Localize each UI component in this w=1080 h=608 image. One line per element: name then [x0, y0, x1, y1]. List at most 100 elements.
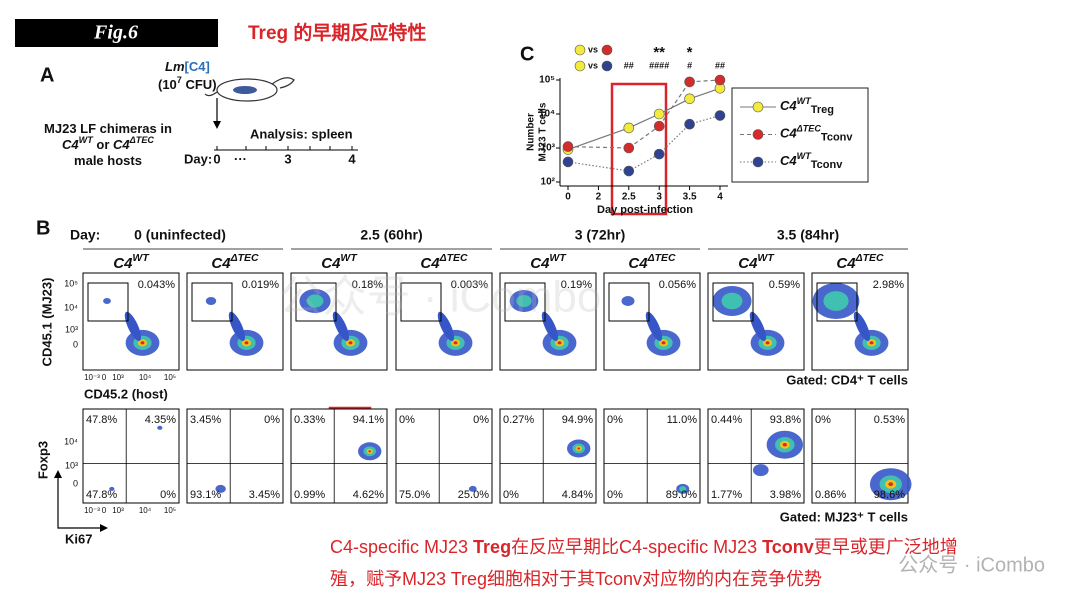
host-label-part: male hosts	[74, 153, 142, 168]
data-point	[562, 141, 574, 152]
genotype-label-part: WT	[132, 252, 150, 264]
flow-plot	[395, 272, 493, 371]
comparison-marker	[574, 44, 586, 56]
quadrant-percent: 0.27%	[503, 414, 534, 426]
cell-density	[721, 292, 743, 310]
arrowheads	[54, 470, 108, 532]
timepoint-label: 3.5 (84hr)	[777, 227, 839, 243]
quadrant-percent: 89.0%	[666, 489, 697, 501]
comparison-marker	[601, 44, 613, 56]
caption-line-part: 更早或更广泛地增	[814, 537, 958, 557]
cell-density	[661, 341, 666, 345]
series-line	[689, 87, 721, 100]
cell-density	[368, 450, 372, 453]
x-tick-label: 10⁵	[164, 506, 176, 515]
genotype-label-part: C4	[321, 255, 341, 272]
cell-density	[765, 341, 770, 345]
watermark: 公众号 · iCombo	[898, 553, 1045, 576]
genotype-label: C4WT	[321, 252, 358, 272]
figure-label: Fig.6	[93, 22, 138, 44]
caption-line: 殖，赋予MJ23 Treg细胞相对于其Tconv对应物的内在竞争优势	[330, 568, 822, 589]
x-tick-label: 4	[717, 192, 723, 203]
x-tick-label: 10³	[112, 506, 124, 515]
gate-percent: 0.056%	[659, 279, 697, 291]
y-axis-label: Number	[526, 113, 537, 151]
series-line	[567, 145, 629, 149]
series-line	[658, 81, 691, 127]
plot-frame	[82, 408, 180, 504]
legend-label: C4ΔTECTconv	[780, 124, 853, 144]
watermark: 公众号 · iCombo	[279, 273, 602, 322]
cell-density	[437, 311, 455, 342]
x-axis-label: Day post-infection	[597, 204, 693, 216]
x-axis-label: Ki67	[65, 531, 92, 546]
data-point	[714, 110, 726, 121]
infection-label: Lm[C4]	[165, 59, 210, 74]
gate	[712, 282, 754, 322]
cell-density	[157, 425, 163, 430]
legend-label-part: ΔTEC	[796, 124, 822, 134]
quadrant-percent: 47.8%	[86, 414, 117, 426]
comparison-label: vs	[588, 44, 598, 54]
quadrant-percent: 93.1%	[190, 489, 221, 501]
timeline-ticks	[216, 146, 353, 150]
legend-label-part: Tconv	[811, 159, 843, 171]
data-point	[684, 76, 695, 88]
gate-percent: 2.98%	[873, 279, 904, 291]
gate-percent: 0.18%	[352, 279, 383, 291]
legend-label-part: Treg	[811, 104, 834, 116]
quadrant-percent: 0%	[607, 414, 623, 426]
data-point	[684, 93, 695, 105]
data-point	[653, 148, 665, 160]
significance-mark: ##	[624, 60, 634, 70]
flow-plot	[811, 272, 909, 371]
y-tick-label: 10⁴	[64, 302, 78, 312]
highlight-box	[610, 82, 668, 216]
cell-density	[228, 311, 246, 342]
figure-label-box	[15, 19, 218, 47]
dose-label-part: CFU)	[182, 77, 217, 92]
host-label-part: C4	[113, 137, 130, 152]
infection-label-part: Lm	[165, 59, 185, 74]
data-point	[623, 122, 635, 134]
caption-line: C4-specific MJ23 Treg在反应早期比C4-specific M…	[330, 537, 958, 557]
comparison-label: vs	[588, 60, 598, 70]
cell-density	[621, 296, 635, 306]
series-line	[628, 153, 660, 172]
quadrant-percent: 0.99%	[294, 489, 325, 501]
legend-label-part: Tconv	[821, 131, 853, 143]
genotype-label: C4ΔTEC	[420, 252, 468, 272]
host-label-part: or	[93, 137, 113, 152]
legend-label: C4WTTreg	[780, 96, 834, 116]
cell-density	[679, 486, 687, 492]
cell-density	[348, 341, 353, 345]
day-tick-label: 0	[213, 151, 220, 166]
quadrant-percent: 47.8%	[86, 489, 117, 501]
genotype-label-part: ΔTEC	[647, 252, 676, 264]
flow-plot	[603, 408, 701, 504]
quadrant-percent: 25.0%	[458, 489, 489, 501]
gate-label: Gated: CD4⁺ T cells	[786, 372, 908, 387]
quadrant-percent: 93.8%	[770, 414, 801, 426]
day-tick-label: 4	[348, 151, 356, 166]
legend-marker	[752, 129, 764, 140]
gate	[608, 282, 650, 322]
legend-label: C4WTTconv	[780, 151, 843, 171]
data-point	[562, 156, 574, 168]
flow-plot	[499, 408, 597, 504]
host-label: MJ23 LF chimeras in	[44, 121, 172, 136]
significance-mark: #	[687, 60, 692, 70]
gate-percent: 0.003%	[451, 279, 489, 291]
ki67-axis-arrow	[57, 474, 104, 529]
cell-density	[823, 291, 849, 311]
x-tick-label: 0	[102, 373, 107, 382]
y-tick-label: 10⁵	[64, 278, 78, 288]
cell-density	[753, 464, 769, 477]
cell-density	[749, 311, 767, 342]
timepoint-label: 2.5 (60hr)	[360, 227, 422, 243]
comparison-marker	[601, 60, 613, 72]
quadrant-percent: 0%	[473, 414, 489, 426]
gate	[400, 282, 442, 322]
host-label: male hosts	[74, 153, 142, 168]
